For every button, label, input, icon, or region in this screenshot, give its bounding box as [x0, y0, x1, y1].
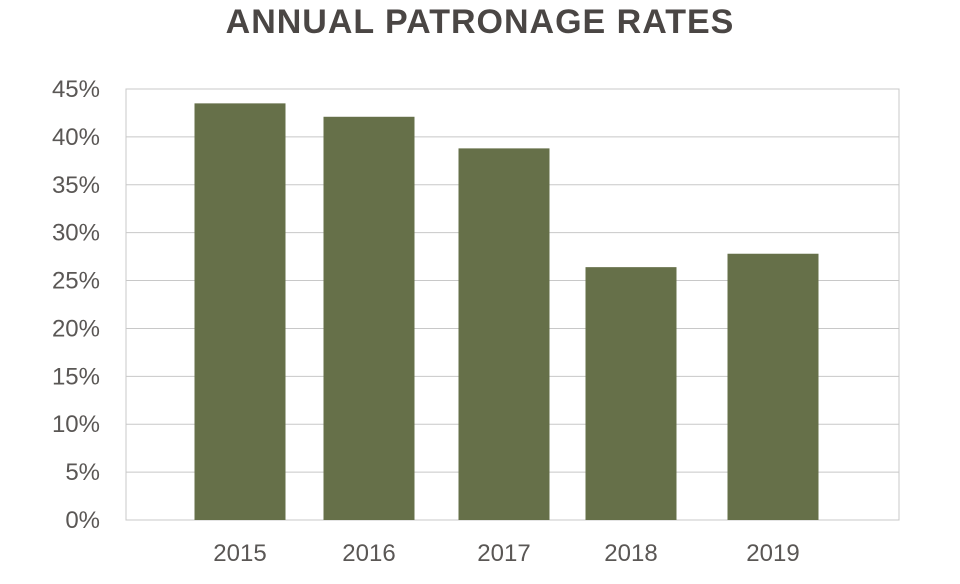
y-tick-label: 5%	[65, 459, 100, 486]
bar-2018	[585, 267, 677, 520]
y-tick-label: 10%	[52, 411, 100, 438]
chart-title: ANNUAL PATRONAGE RATES	[225, 3, 735, 41]
x-tick-label: 2019	[746, 540, 799, 567]
y-tick-label: 35%	[52, 172, 100, 199]
y-tick-label: 30%	[52, 220, 100, 247]
y-tick-label: 20%	[52, 315, 100, 342]
bar-2017	[458, 148, 550, 521]
bar-2015	[194, 103, 286, 520]
y-axis-tick-labels: 0% 5% 10% 15% 20% 25% 30% 35% 40% 45%	[52, 76, 100, 534]
x-tick-label: 2015	[213, 540, 266, 567]
y-tick-label: 15%	[52, 363, 100, 390]
bar-2016	[323, 116, 415, 520]
bar-2019	[727, 253, 819, 520]
y-tick-label: 40%	[52, 124, 100, 151]
bars	[194, 103, 819, 521]
x-axis-tick-labels: 2015 2016 2017 2018 2019	[213, 540, 799, 567]
x-tick-label: 2018	[604, 540, 657, 567]
x-tick-label: 2017	[477, 540, 530, 567]
y-tick-label: 0%	[65, 507, 100, 534]
y-tick-label: 45%	[52, 76, 100, 103]
y-tick-label: 25%	[52, 268, 100, 295]
x-tick-label: 2016	[342, 540, 395, 567]
